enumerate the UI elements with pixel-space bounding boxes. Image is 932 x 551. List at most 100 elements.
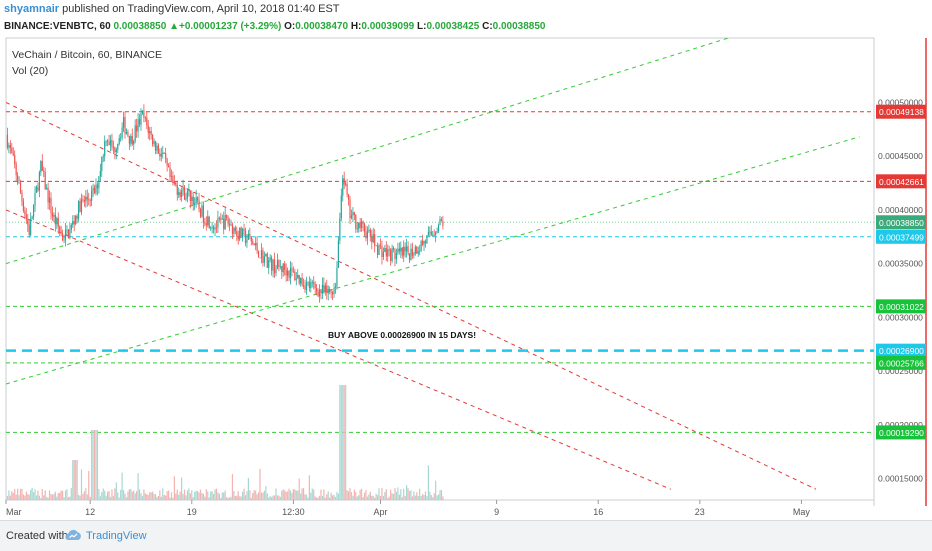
volume-bar <box>57 493 59 500</box>
candle-body <box>343 178 345 185</box>
volume-bar <box>435 480 437 500</box>
candle-body <box>401 247 403 256</box>
volume-bar <box>73 460 75 500</box>
volume-bar <box>266 493 268 500</box>
volume-bar <box>297 490 299 500</box>
candle-body <box>241 228 244 238</box>
volume-bar <box>244 495 247 500</box>
candle-body <box>19 182 22 193</box>
volume-bar <box>253 490 255 500</box>
candle-body <box>391 248 393 261</box>
volume-bar <box>196 491 199 500</box>
volume-bar <box>218 493 220 500</box>
candle-body <box>276 260 279 269</box>
price-chart[interactable]: VeChain / Bitcoin, 60, BINANCE Vol (20) BU… <box>0 0 932 520</box>
x-tick-label: 12 <box>85 507 95 517</box>
candle-body <box>154 141 157 151</box>
buy-annotation: BUY ABOVE 0.00026900 IN 15 DAYS! <box>328 330 476 340</box>
volume-bar <box>289 490 292 500</box>
volume-bar <box>150 492 152 500</box>
x-tick-label: Apr <box>373 507 387 517</box>
volume-bar <box>41 488 43 500</box>
candle-body <box>403 246 405 256</box>
trend-line-red <box>6 102 817 490</box>
candle-body <box>253 243 255 246</box>
volume-bar <box>153 494 155 500</box>
candle-body <box>230 224 232 226</box>
author-link[interactable]: shyamnair <box>4 3 60 15</box>
candle-body <box>130 136 132 144</box>
volume-indicator-label: Vol (20) <box>12 65 48 77</box>
volume-bar <box>44 490 46 500</box>
volume-bar <box>436 495 438 500</box>
candle-body <box>413 253 415 256</box>
tradingview-link[interactable]: TradingView <box>86 530 147 542</box>
candle-body <box>282 263 284 273</box>
candle-body <box>345 183 347 185</box>
candle-body <box>18 182 20 184</box>
candle-body <box>181 190 183 197</box>
volume-bar <box>43 495 45 500</box>
candle-body <box>374 234 376 246</box>
candle-body <box>279 266 281 267</box>
candle-body <box>163 152 165 154</box>
candle-body <box>73 221 75 224</box>
trend-line-green <box>6 38 731 265</box>
volume-bar <box>249 490 251 500</box>
volume-bar <box>408 491 411 500</box>
candle-body <box>101 156 103 171</box>
candle-body <box>99 170 101 177</box>
candle-body <box>252 241 254 244</box>
volume-bar <box>310 492 312 500</box>
volume-bar <box>59 492 61 500</box>
volume-bar <box>260 492 263 500</box>
volume-bar <box>138 489 141 500</box>
candle-body <box>414 246 416 254</box>
candle-body <box>63 239 65 241</box>
candle-body <box>25 214 27 220</box>
volume-bar <box>146 494 148 500</box>
volume-bar <box>92 430 94 500</box>
candle-body <box>326 285 328 294</box>
candle-body <box>153 141 155 145</box>
candle-body <box>224 215 226 230</box>
candle-body <box>89 200 91 201</box>
close-value: 0.00038850 <box>492 21 546 32</box>
volume-bar <box>275 488 277 500</box>
volume-bar <box>51 494 54 500</box>
candle-body <box>188 190 190 192</box>
candle-body <box>392 248 395 250</box>
candle-body <box>79 200 81 212</box>
candle-body <box>233 227 235 234</box>
volume-bar <box>330 492 332 500</box>
volume-bar <box>231 473 234 500</box>
volume-bar <box>217 492 219 500</box>
candle-body <box>259 257 261 259</box>
volume-bar <box>165 495 167 500</box>
candle-body <box>183 187 186 200</box>
volume-bar <box>343 385 345 500</box>
candle-body <box>76 215 78 219</box>
volume-bar <box>125 497 128 500</box>
candle-body <box>363 223 366 233</box>
volume-bar <box>170 492 173 500</box>
volume-bar <box>67 497 70 500</box>
candle-body <box>234 227 236 232</box>
candle-body <box>297 275 299 279</box>
volume-bar <box>416 492 418 500</box>
candle-body <box>144 117 146 119</box>
volume-bar <box>272 495 274 500</box>
candle-body <box>334 286 337 289</box>
candle-body <box>6 134 9 148</box>
volume-bar <box>37 490 39 500</box>
volume-bar <box>265 486 267 500</box>
candle-body <box>308 281 310 289</box>
candle-body <box>115 149 117 153</box>
candle-body <box>327 289 329 294</box>
candle-body <box>417 251 419 254</box>
candle-body <box>359 222 361 229</box>
volume-bar <box>355 492 357 500</box>
candle-body <box>273 259 276 274</box>
x-tick-label: 16 <box>593 507 603 517</box>
candle-body <box>337 240 339 268</box>
